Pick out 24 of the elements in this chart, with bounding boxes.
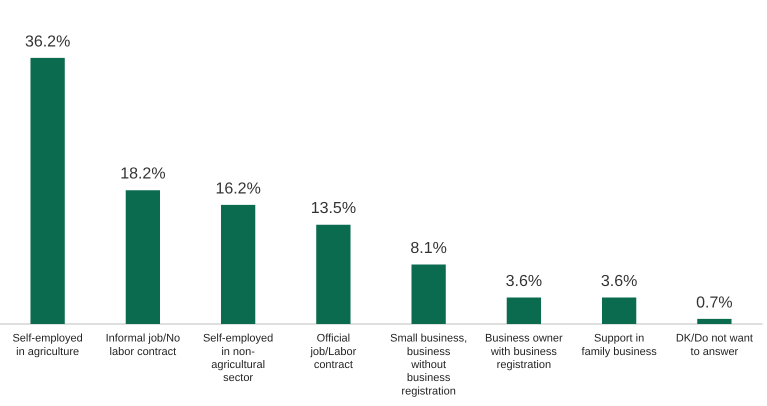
data-label: 18.2% [120,166,166,183]
data-label: 3.6% [506,272,542,290]
x-tick-label: Support in family business [582,332,658,358]
bar [220,204,256,324]
bar [697,318,732,324]
x-tick-label: DK/Do not want to answer [676,332,753,358]
bar [411,264,446,324]
data-label: 3.6% [600,272,638,290]
x-tick-label: Business owner with business registration [485,332,564,372]
data-label: 13.5% [310,200,356,218]
data-label: 8.1% [410,240,447,257]
x-tick-label: Self-employed in agriculture [12,332,83,358]
data-label: 16.2% [215,180,261,198]
bar [602,298,636,324]
bar [316,224,351,324]
x-tick-label: Self-employed in non-agricultural sector [202,332,274,384]
bar [30,58,65,324]
bar [126,190,160,324]
x-tick-label: Small business, business without business registration [390,332,468,398]
x-tick-label: Official job/Labor contract [309,332,357,372]
x-tick-label: Informal job/No labor contract [106,332,180,358]
data-label: 0.7% [696,294,733,312]
data-label: 36.2% [24,33,70,50]
bar [506,298,542,324]
